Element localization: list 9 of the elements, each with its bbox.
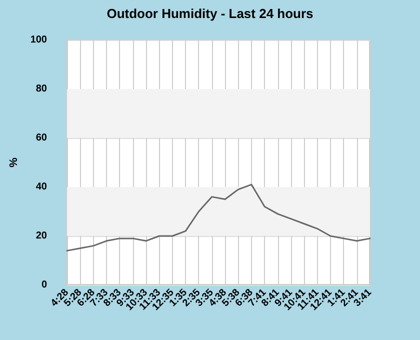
y-axis-title: % <box>8 157 20 168</box>
y-tick-label: 100 <box>30 34 48 46</box>
y-tick-label: 20 <box>36 230 48 242</box>
y-tick-label: 60 <box>36 132 48 144</box>
y-tick-label: 80 <box>36 84 48 94</box>
chart-title: Outdoor Humidity - Last 24 hours <box>106 6 314 21</box>
y-tick-label: 40 <box>36 182 48 192</box>
line-series <box>66 184 371 252</box>
y-tick-label: 0 <box>41 280 48 290</box>
